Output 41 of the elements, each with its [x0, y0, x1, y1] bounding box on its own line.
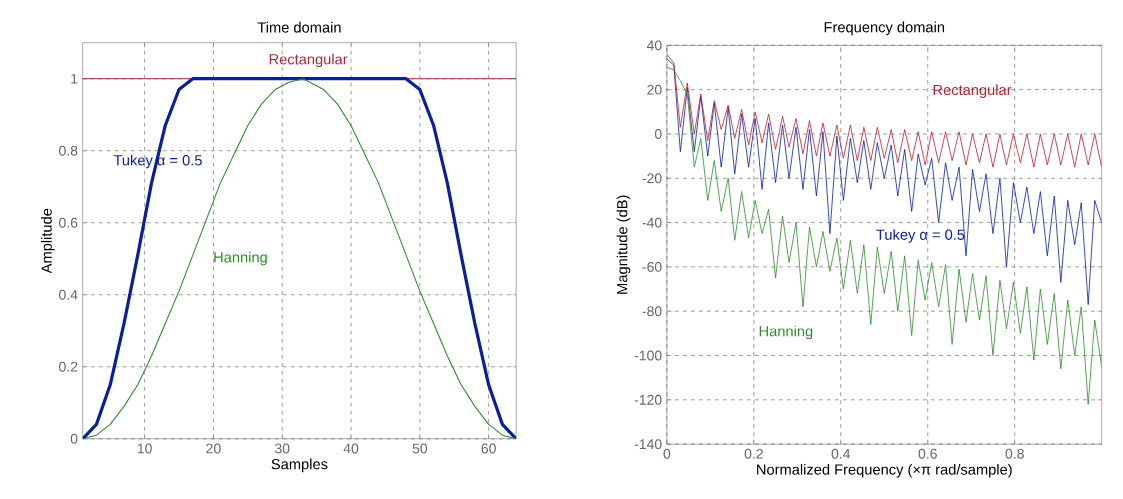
series-label: Hanning	[214, 251, 267, 266]
y-tick-label: 0.4	[59, 289, 78, 300]
x-tick-label: 20	[206, 443, 221, 454]
y-tick-label: -100	[634, 350, 662, 361]
text: Rectangular	[933, 84, 1012, 99]
y-tick-label: 40	[646, 40, 662, 51]
x-tick-label: 0.8	[1005, 448, 1024, 459]
x-tick-label: 10	[137, 443, 152, 454]
y-tick-label: 0.2	[59, 361, 78, 372]
x-tick-label: 50	[412, 443, 428, 454]
series-label: Rectangular	[269, 53, 348, 68]
y-axis-title: Magnitude (dB)	[616, 195, 631, 294]
chart-title: Frequency domain	[824, 21, 945, 36]
y-axis-title: Amplitude	[41, 208, 55, 274]
x-tick-label: 0.4	[831, 448, 851, 459]
y-tick-label: 0.6	[59, 217, 78, 228]
y-tick-label: -60	[642, 262, 662, 272]
chart-title: Time domain	[257, 21, 341, 33]
y-tick-label: -120	[634, 394, 662, 405]
line-series	[666, 58, 1102, 306]
x-tick-label: 0.6	[918, 448, 937, 459]
series-label: Hanning	[759, 325, 813, 340]
y-tick-label: 0	[654, 129, 662, 140]
series-label: Tukey α = 0.5	[876, 229, 965, 243]
x-axis-title: Normalized Frequency (×π rad/sample)	[757, 464, 1012, 478]
x-tick-label: 60	[481, 443, 496, 454]
y-tick-label: 0.8	[59, 145, 78, 156]
line-series	[666, 53, 1102, 168]
y-tick-label: 20	[647, 84, 662, 95]
y-tick-label: -80	[642, 306, 662, 317]
y-tick-label: -40	[642, 217, 662, 228]
x-tick-label: 0.2	[744, 448, 763, 459]
y-tick-label: -140	[634, 439, 662, 450]
x-tick-label: 0	[663, 448, 671, 459]
line-series	[666, 67, 1102, 405]
y-tick-label: -20	[642, 173, 662, 184]
y-tick-label: 1	[71, 73, 78, 84]
x-tick-label: 40	[343, 443, 359, 454]
x-tick-label: 30	[274, 443, 290, 454]
y-tick-label: 0	[70, 433, 78, 444]
x-axis-title: Samples	[271, 458, 328, 473]
